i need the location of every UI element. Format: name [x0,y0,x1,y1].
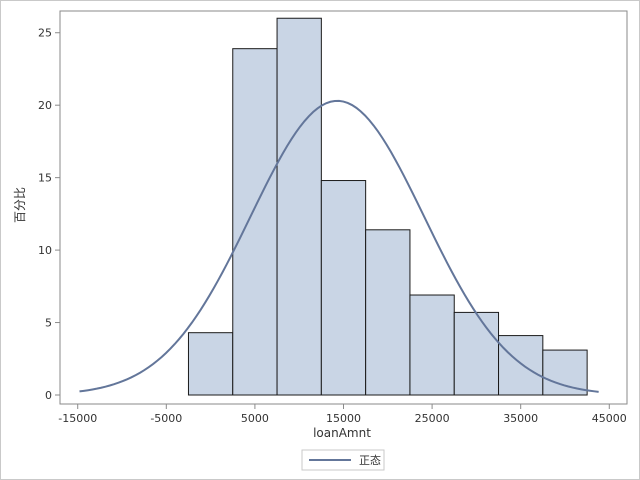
histogram-bar [498,335,544,396]
histogram-bar [187,332,234,396]
histogram-bar [365,229,411,396]
y-tick-label: 5 [45,317,52,330]
x-tick-label: 45000 [592,412,627,425]
histogram-bar [542,349,588,396]
x-axis-title: loanAmnt [313,426,371,440]
x-tick-label: -5000 [150,412,182,425]
y-axis-title: 百分比 [13,187,27,223]
y-tick-label: 25 [38,27,52,40]
legend-label: 正态 [359,454,381,467]
legend: 正态 [301,449,385,471]
histogram-bar [232,48,278,396]
histogram-bar [453,311,500,396]
y-tick-label: 15 [38,172,52,185]
x-tick-label: -15000 [58,412,97,425]
histogram-bar [320,180,367,396]
y-tick-label: 10 [38,244,52,257]
x-tick-label: 15000 [326,412,361,425]
axes-group: -15000 -5000 5000 15000 25000 35000 45000 0 5 10 1… [38,10,628,425]
x-tick-label: 5000 [241,412,269,425]
x-tick-label: 25000 [415,412,450,425]
y-tick-label: 0 [45,389,52,402]
bars-group [187,17,588,396]
y-tick-label: 20 [38,99,52,112]
x-tick-label: 35000 [503,412,538,425]
normal-curve-line [79,99,599,393]
histogram-bar [276,17,322,396]
histogram-bar [409,294,455,396]
